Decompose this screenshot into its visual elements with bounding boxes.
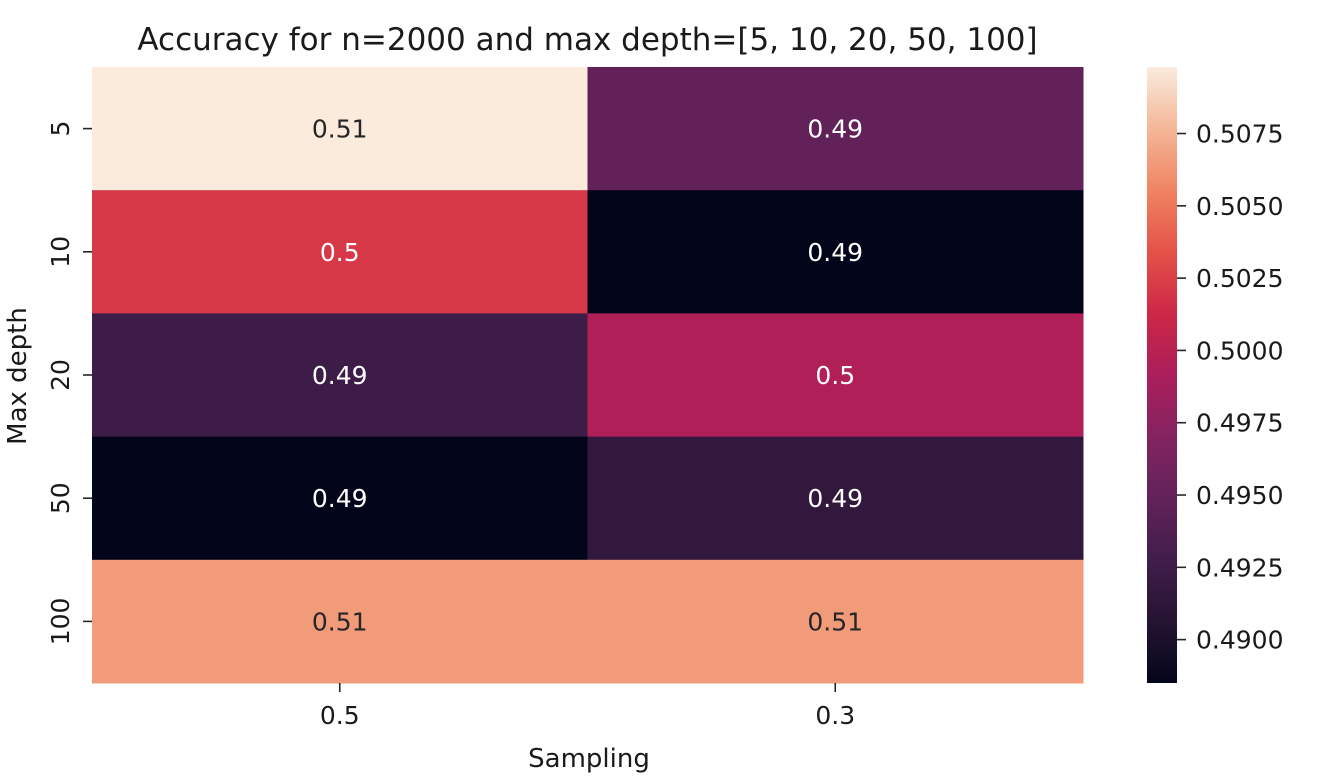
heatmap-cell: [92, 436, 588, 561]
colorbar-tick-label: 0.5000: [1196, 336, 1283, 365]
x-tick-label: 0.3: [815, 701, 855, 730]
cell-annotation: 0.49: [807, 484, 863, 513]
colorbar-tick-label: 0.5075: [1196, 120, 1283, 149]
colorbar-tick-label: 0.4900: [1196, 626, 1283, 655]
colorbar-tick-label: 0.4950: [1196, 481, 1283, 510]
heatmap-cells: [92, 67, 1084, 684]
heatmap-cell: [587, 436, 1084, 561]
heatmap-cell: [92, 559, 588, 684]
heatmap-cell: [587, 559, 1084, 684]
colorbar-ticks: 0.4900 0.4925 0.4950 0.4975 0.5000 0.5025 0.50…: [1177, 120, 1283, 655]
heatmap-cell: [587, 313, 1084, 438]
cell-annotation: 0.51: [312, 607, 368, 636]
x-axis-label: Sampling: [528, 744, 650, 774]
colorbar-tick-label: 0.4925: [1196, 553, 1283, 582]
y-tick-label: 50: [46, 482, 75, 514]
cell-annotation: 0.5: [320, 238, 360, 267]
y-tick-label: 100: [46, 598, 75, 646]
y-axis: 5 10 20 50 100: [46, 121, 92, 646]
cell-annotation: 0.49: [807, 115, 863, 144]
cell-annotation: 0.51: [807, 607, 863, 636]
colorbar-tick-label: 0.4975: [1196, 409, 1283, 438]
heatmap-cell: [92, 313, 588, 438]
y-axis-label: Max depth: [3, 307, 33, 445]
cell-annotations: 0.51 0.49 0.5 0.49 0.49 0.5 0.49 0.49 0.51 0.51: [312, 115, 863, 637]
colorbar-tick-label: 0.5025: [1196, 264, 1283, 293]
heatmap-cell: [587, 190, 1084, 314]
colorbar: [1147, 67, 1177, 683]
cell-annotation: 0.49: [312, 484, 368, 513]
y-tick-label: 20: [46, 359, 75, 391]
heatmap-cell: [587, 67, 1084, 191]
cell-annotation: 0.51: [312, 115, 368, 144]
chart-title: Accuracy for n=2000 and max depth=[5, 10…: [137, 22, 1038, 58]
x-axis: 0.5 0.3: [320, 683, 855, 730]
y-tick-label: 5: [46, 121, 75, 137]
heatmap-cell: [92, 190, 588, 314]
colorbar-tick-label: 0.5050: [1196, 192, 1283, 221]
cell-annotation: 0.49: [807, 238, 863, 267]
heatmap-cell: [92, 67, 588, 191]
cell-annotation: 0.49: [312, 361, 368, 390]
x-tick-label: 0.5: [320, 701, 360, 730]
cell-annotation: 0.5: [815, 361, 855, 390]
y-tick-label: 10: [46, 236, 75, 268]
